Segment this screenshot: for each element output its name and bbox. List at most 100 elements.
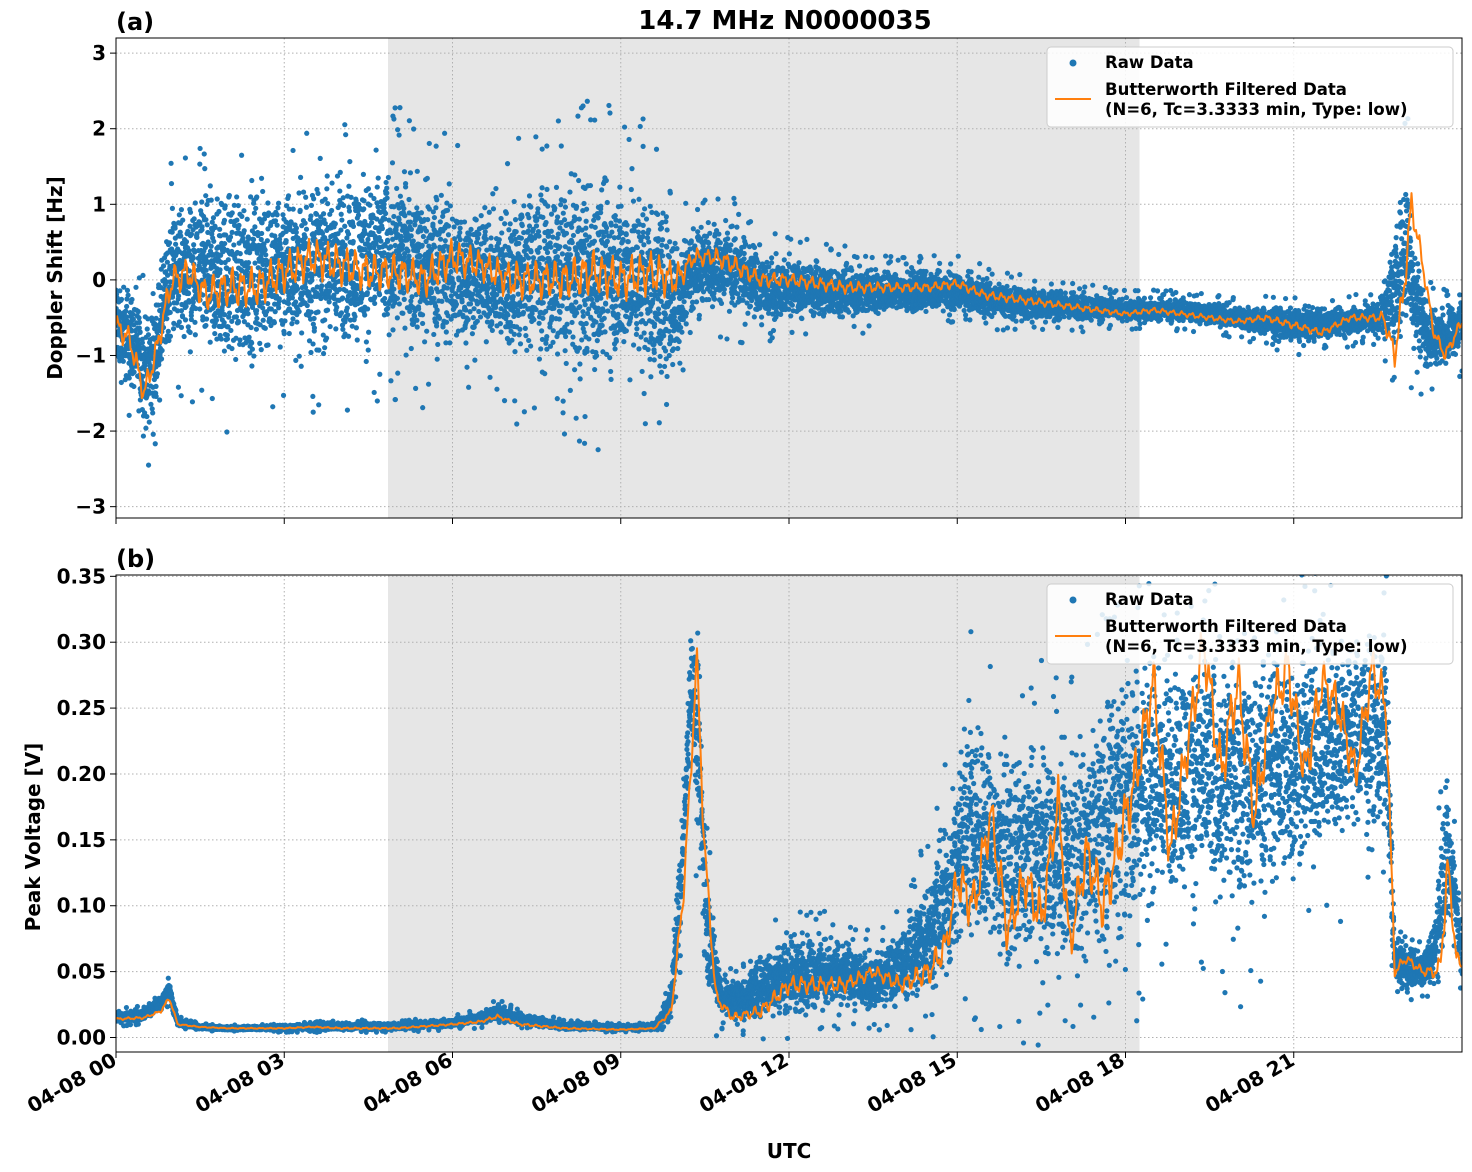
raw-data-point — [670, 361, 676, 368]
raw-data-point — [742, 321, 748, 327]
raw-data-point — [153, 383, 159, 389]
raw-data-point — [382, 295, 388, 302]
raw-data-point — [467, 301, 474, 307]
raw-data-point — [647, 308, 653, 314]
raw-data-point — [477, 314, 484, 320]
raw-data-point — [538, 346, 544, 352]
raw-data-point — [496, 237, 502, 243]
raw-data-point — [251, 210, 258, 216]
raw-data-point — [440, 324, 446, 330]
raw-data-point — [569, 319, 575, 326]
raw-data-point — [289, 321, 295, 327]
raw-data-point — [515, 291, 521, 297]
raw-data-point — [533, 223, 540, 229]
raw-data-point — [130, 316, 136, 322]
raw-data-point — [517, 341, 524, 347]
raw-data-point — [329, 251, 335, 257]
raw-data-point — [729, 295, 736, 301]
raw-data-point — [461, 219, 468, 225]
raw-data-point — [640, 222, 646, 228]
raw-data-point — [340, 326, 346, 332]
raw-data-point — [176, 212, 182, 218]
raw-data-point — [133, 284, 139, 290]
raw-data-point — [365, 186, 372, 192]
raw-data-point — [562, 348, 568, 354]
raw-data-point — [577, 361, 583, 367]
raw-data-point — [507, 221, 513, 227]
raw-data-point — [616, 218, 623, 224]
raw-data-point — [561, 217, 568, 223]
raw-data-point — [208, 243, 214, 249]
raw-data-point — [664, 373, 670, 380]
raw-data-point — [576, 177, 582, 184]
raw-data-point — [573, 203, 580, 210]
raw-data-point — [290, 206, 296, 212]
raw-data-point — [167, 309, 173, 316]
raw-data-point — [212, 330, 218, 337]
raw-data-point — [285, 193, 292, 199]
raw-data-point — [499, 230, 505, 236]
raw-data-point — [121, 284, 127, 290]
raw-data-point — [414, 324, 420, 330]
raw-data-point — [207, 183, 213, 189]
raw-data-point — [308, 213, 314, 219]
raw-data-point — [258, 347, 264, 353]
raw-data-point — [623, 231, 629, 237]
raw-data-point — [690, 226, 696, 232]
raw-data-point — [369, 220, 375, 226]
raw-data-point — [407, 170, 414, 176]
raw-data-point — [218, 336, 224, 342]
raw-data-point — [651, 349, 657, 356]
raw-data-point — [212, 224, 218, 231]
raw-data-point — [539, 328, 545, 334]
raw-data-point — [131, 369, 137, 375]
raw-data-point — [253, 326, 259, 332]
raw-data-point — [651, 357, 657, 363]
raw-data-point — [308, 309, 314, 315]
raw-data-point — [355, 212, 362, 218]
raw-data-point — [311, 315, 317, 322]
raw-data-point — [137, 329, 143, 335]
raw-data-point — [420, 320, 426, 327]
raw-data-point — [518, 235, 525, 241]
raw-data-point — [403, 352, 409, 358]
raw-data-point — [143, 425, 149, 431]
raw-data-point — [384, 311, 390, 317]
raw-data-point — [718, 300, 725, 306]
raw-data-point — [444, 319, 450, 325]
raw-data-point — [758, 314, 765, 320]
raw-data-point — [569, 239, 575, 246]
raw-data-point — [324, 186, 330, 192]
raw-data-point — [417, 252, 423, 259]
raw-data-point — [339, 295, 346, 301]
raw-data-point — [482, 205, 488, 211]
raw-data-point — [601, 233, 607, 240]
raw-data-point — [424, 328, 430, 334]
raw-data-point — [166, 337, 172, 344]
raw-data-point — [317, 155, 323, 161]
raw-data-point — [623, 328, 629, 334]
raw-data-point — [117, 288, 123, 294]
raw-data-point — [366, 329, 372, 335]
raw-data-point — [150, 290, 156, 297]
raw-data-point — [634, 326, 640, 332]
raw-data-point — [711, 221, 717, 227]
raw-data-point — [377, 258, 383, 264]
raw-data-point — [447, 203, 453, 209]
raw-data-point — [192, 319, 198, 325]
raw-data-point — [153, 393, 159, 399]
raw-data-point — [493, 185, 499, 192]
raw-data-point — [385, 174, 391, 181]
raw-data-point — [237, 251, 243, 257]
raw-data-point — [557, 244, 563, 250]
raw-data-point — [786, 251, 792, 257]
raw-data-point — [456, 275, 462, 281]
raw-data-point — [670, 295, 676, 302]
raw-data-point — [486, 222, 492, 228]
raw-data-point — [170, 294, 176, 300]
raw-data-point — [410, 238, 416, 244]
raw-data-point — [683, 310, 690, 316]
raw-data-point — [222, 203, 228, 209]
raw-data-point — [275, 205, 281, 211]
raw-data-point — [178, 324, 185, 330]
